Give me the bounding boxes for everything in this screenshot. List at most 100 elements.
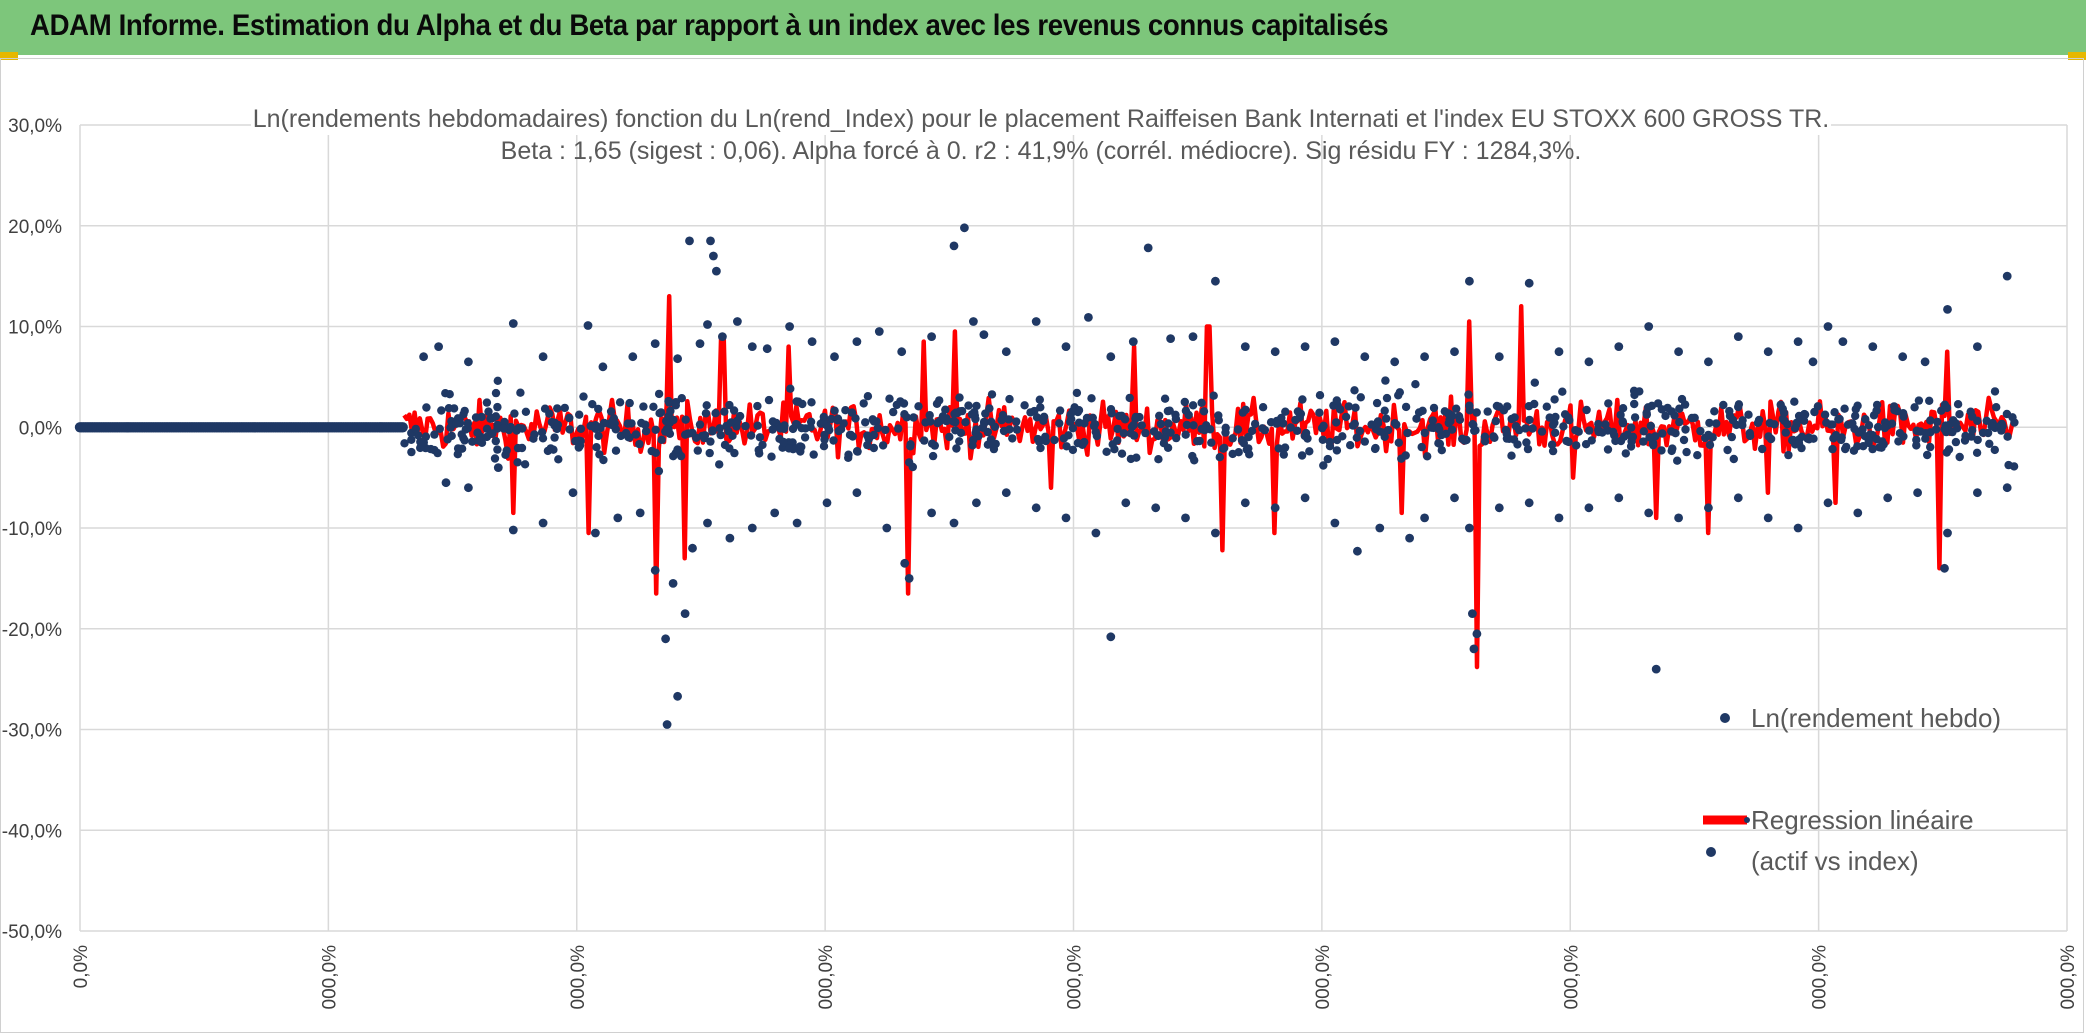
legend-label-scatter: Ln(rendement hebdo)	[1751, 703, 2001, 733]
scatter-point	[1985, 439, 1994, 448]
scatter-point	[955, 393, 964, 402]
scatter-point	[621, 428, 631, 438]
scatter-point	[1182, 420, 1192, 430]
scatter-point	[1300, 342, 1310, 351]
scatter-point	[1373, 419, 1383, 428]
scatter-point	[1651, 664, 1661, 674]
scatter-point	[1468, 420, 1477, 429]
scatter-point	[792, 518, 802, 528]
scatter-point	[753, 421, 762, 430]
scatter-point	[1352, 433, 1362, 442]
scatter-point	[1035, 437, 1044, 446]
scatter-point	[1725, 406, 1734, 416]
scatter-point	[1914, 396, 1924, 405]
y-tick-label: 0,0%	[19, 418, 62, 439]
scatter-point	[635, 439, 644, 449]
scatter-point	[1281, 407, 1290, 416]
scatter-point	[1395, 388, 1405, 397]
scatter-point	[1319, 421, 1328, 430]
scatter-point	[1611, 436, 1620, 446]
scatter-point	[1842, 442, 1851, 452]
scatter-point	[1608, 427, 1618, 437]
scatter-point	[715, 424, 724, 433]
scatter-point	[874, 327, 884, 336]
scatter-point	[1808, 357, 1818, 367]
scatter-point	[693, 446, 702, 455]
scatter-point	[1523, 444, 1533, 454]
scatter-point	[608, 416, 617, 426]
chart-svg: 30,0% 20,0% 10,0% 0,0% -10,0% -20,0% -30,0% -40…	[2, 101, 2079, 1010]
scatter-point	[650, 565, 660, 575]
scatter-point	[864, 434, 873, 444]
scatter-point	[1872, 435, 1881, 444]
scatter-point	[1351, 403, 1360, 412]
scatter-point	[767, 452, 776, 461]
scatter-point	[1890, 406, 1899, 415]
scatter-point	[1172, 433, 1181, 443]
scatter-point	[1528, 424, 1537, 433]
scatter-point	[851, 414, 860, 423]
scatter-point	[1274, 444, 1284, 453]
scatter-point	[1491, 417, 1501, 426]
scatter-point	[1967, 432, 1976, 441]
scatter-point	[491, 388, 501, 398]
scatter-point	[705, 448, 714, 458]
scatter-point	[1072, 388, 1082, 398]
scatter-point	[1188, 332, 1198, 341]
scatter-point	[894, 424, 903, 433]
scatter-point	[1604, 399, 1613, 408]
scatter-point	[695, 420, 705, 429]
scatter-point	[892, 400, 901, 410]
scatter-point	[1951, 419, 1961, 428]
scatter-point	[1912, 435, 1921, 445]
scatter-point	[637, 418, 646, 428]
scatter-point	[1356, 393, 1366, 402]
scatter-point	[565, 425, 574, 434]
scatter-point	[834, 426, 843, 436]
scatter-point	[1360, 352, 1370, 362]
scatter-point	[460, 436, 469, 445]
scatter-point	[654, 466, 664, 476]
scatter-point	[1450, 347, 1459, 357]
scatter-point	[1239, 438, 1249, 448]
scatter-point	[1375, 523, 1385, 533]
scatter-point	[552, 424, 562, 434]
scatter-point	[1156, 419, 1166, 429]
scatter-point	[654, 389, 664, 399]
scatter-point	[709, 251, 718, 261]
y-tick-label: -30,0%	[2, 721, 62, 742]
scatter-point	[1594, 419, 1603, 429]
scatter-point	[1503, 402, 1512, 411]
scatter-point	[1584, 503, 1594, 513]
scatter-point	[1171, 414, 1181, 424]
scatter-point	[1238, 408, 1248, 417]
scatter-point	[1810, 407, 1819, 417]
scatter-point	[1221, 423, 1230, 432]
scatter-point	[1704, 357, 1713, 367]
scatter-point	[1639, 427, 1649, 436]
scatter-point	[1877, 443, 1886, 452]
scatter-point	[1244, 432, 1253, 442]
scatter-point	[1166, 334, 1175, 343]
scatter-point	[1868, 444, 1877, 454]
x-tick-label: 000,0%	[1065, 945, 1086, 1010]
scatter-point	[741, 421, 750, 431]
scatter-point	[1797, 432, 1807, 441]
scatter-point	[1211, 276, 1220, 286]
scatter-point	[1618, 417, 1627, 426]
scatter-point	[1859, 442, 1868, 451]
scatter-point	[1679, 435, 1689, 445]
scatter-point	[1627, 423, 1636, 432]
scatter-point	[1510, 413, 1519, 422]
scatter-point	[1530, 399, 1539, 409]
scatter-point	[762, 344, 772, 354]
scatter-point	[1822, 418, 1831, 427]
scatter-point	[800, 433, 810, 442]
scatter-point	[1564, 437, 1573, 447]
scatter-point	[899, 399, 909, 408]
scatter-point	[904, 574, 914, 583]
scatter-point	[1128, 337, 1138, 346]
scatter-point	[1649, 440, 1658, 450]
scatter-point	[702, 401, 711, 410]
scatter-point	[715, 460, 724, 469]
